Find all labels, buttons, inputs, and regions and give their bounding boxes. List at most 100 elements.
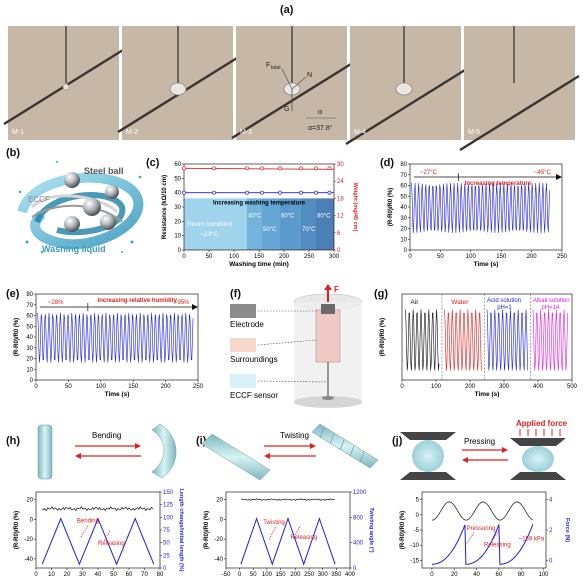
x-tick-label: 0 [182,254,186,260]
x-tick-label: 300 [318,572,329,578]
x-axis-label: Washing time (min) [229,261,289,268]
eccf-label: ECCF [28,195,50,204]
f-total-label: F [266,62,270,69]
x-tick-label: 250 [304,572,315,578]
x-tick-label: 100 [466,254,477,260]
y-tick-label: -40 [214,557,223,563]
twisting-action-label: Twisting [280,431,309,440]
resistance-point [260,190,264,195]
y-tick-label: -20 [214,537,223,543]
angle-curve [240,517,336,566]
x-tick-label: 200 [161,384,172,390]
zone-label: 60°C [281,213,295,219]
bending-label: Bending [77,518,99,524]
e-annot-right: ~95% [174,300,190,306]
zone-label: 80°C [317,213,331,219]
x-tick-label: 20 [64,572,71,578]
yr-tick-label: 4 [549,498,553,504]
yr-axis-label: Twisting angle (°) [368,507,374,552]
y-tick-label: 10 [174,234,181,240]
panel-g-chart: 0 100 200 300 400 500 Time (s) (R-R0)/R0 (%) Air… [380,293,578,398]
frame-5: M-5 [459,26,580,152]
room-condition-label: Room condition [187,221,233,228]
y-tick-label: -10 [410,543,419,549]
yr-tick-label: 18 [337,196,344,202]
zone-label: 50°C [263,227,277,233]
yr-tick-label: 24 [337,179,344,185]
x-tick-label: 200 [279,254,290,260]
resistance-point [327,190,332,195]
weight-point [314,166,318,171]
x-tick-label: 80 [157,572,164,578]
d-annot-left: ~27°C [420,170,438,176]
y-tick-label: 40 [400,205,407,211]
droplet [62,83,70,91]
y-axis-label: Resistance (kΩ/10 cm) [162,175,168,239]
response-curve [444,309,482,371]
x-tick-label: 0 [238,572,242,578]
c-annotation: Increasing washing temperature [213,200,306,206]
x-tick-label: 300 [499,384,510,390]
y-tick-label: -5 [414,528,420,534]
panel-a-label: (a) [280,4,294,16]
x-tick-label: 150 [254,254,265,260]
weight-line [183,167,335,170]
steel-ball-label: Steel ball [84,166,124,176]
fiber-wire [231,62,352,140]
response-curve [405,309,440,371]
water-label: Water [451,299,469,306]
pressuring-label: Pressuring [467,526,496,532]
panel-h-chart: 0 10 20 30 40 50 60 70 80 -40 -20 0 20 0 25 50 75 100 125 1… [14,488,184,578]
yr-tick-label: 0 [353,566,357,572]
panel-d-chart: 0 50 100 150 200 250 0 10 20 30 40 50 60 70 80 Time (s)… [388,162,568,268]
g-label: G [284,106,289,113]
x-tick-label: 100 [431,384,442,390]
surroundings-swatch [230,338,256,352]
y-tick-label: 20 [26,498,33,504]
panel-e-label: (e) [6,288,20,300]
y-tick-label: 40 [26,335,33,341]
releasing-label: Releasing [484,543,511,549]
kpa-label: ~159 kPa [519,537,545,543]
y-tick-label: 60 [26,314,33,320]
x-tick-label: 350 [331,572,342,578]
d-annot-right: ~45°C [534,170,552,176]
fiber-wire [345,68,466,146]
y-axis-label: (R-R0)/R0 (%) [204,511,210,549]
y-tick-label: 70 [400,173,407,179]
yr-axis-label: Length change/initial length (%) [178,488,184,571]
x-tick-label: 400 [533,384,544,390]
x-tick-label: 50 [65,384,72,390]
twisting-pointer [269,526,276,540]
y-axis-label: (R-R0)/R0 (%) [14,318,20,356]
y-tick-label: 10 [400,237,407,243]
y-tick-label: 60 [174,162,181,168]
panel-d-label: (d) [380,157,395,169]
x-tick-label: 50 [110,572,117,578]
weight-point [212,166,216,171]
frame-label: M-4 [354,129,366,136]
yr-tick-label: 6 [337,231,341,237]
y-tick-label: -15 [410,558,419,564]
resistance-curve [41,506,154,512]
alpha-value: α=37.8° [308,124,333,132]
frame-4: M-4 [345,26,466,146]
releasing-label: Releasing [98,541,125,547]
y-tick-label: 5 [416,498,420,504]
alkali-label: Alkali solution [533,298,570,304]
panel-j-illustration: Applied force Pressing [400,419,568,480]
force-curve [431,524,534,565]
panel-f-illustration: Electrode Surroundings ECCF sensor F [230,284,363,408]
y-tick-label: -40 [24,557,33,563]
d-annotation: Increasing temperature [465,181,532,187]
x-tick-label: 200 [527,254,538,260]
frame-label: M-5 [468,129,480,136]
y-tick-label: 70 [26,303,33,309]
yr-tick-label: 800 [353,515,364,521]
temp-zone [184,198,247,250]
panel-b-illustration: Steel ball ECCF Washing liquid [17,161,144,254]
yr-axis-label: Force (N) [564,518,570,542]
panel-i-illustration: Twisting [201,423,379,481]
x-tick-label: 150 [496,254,507,260]
